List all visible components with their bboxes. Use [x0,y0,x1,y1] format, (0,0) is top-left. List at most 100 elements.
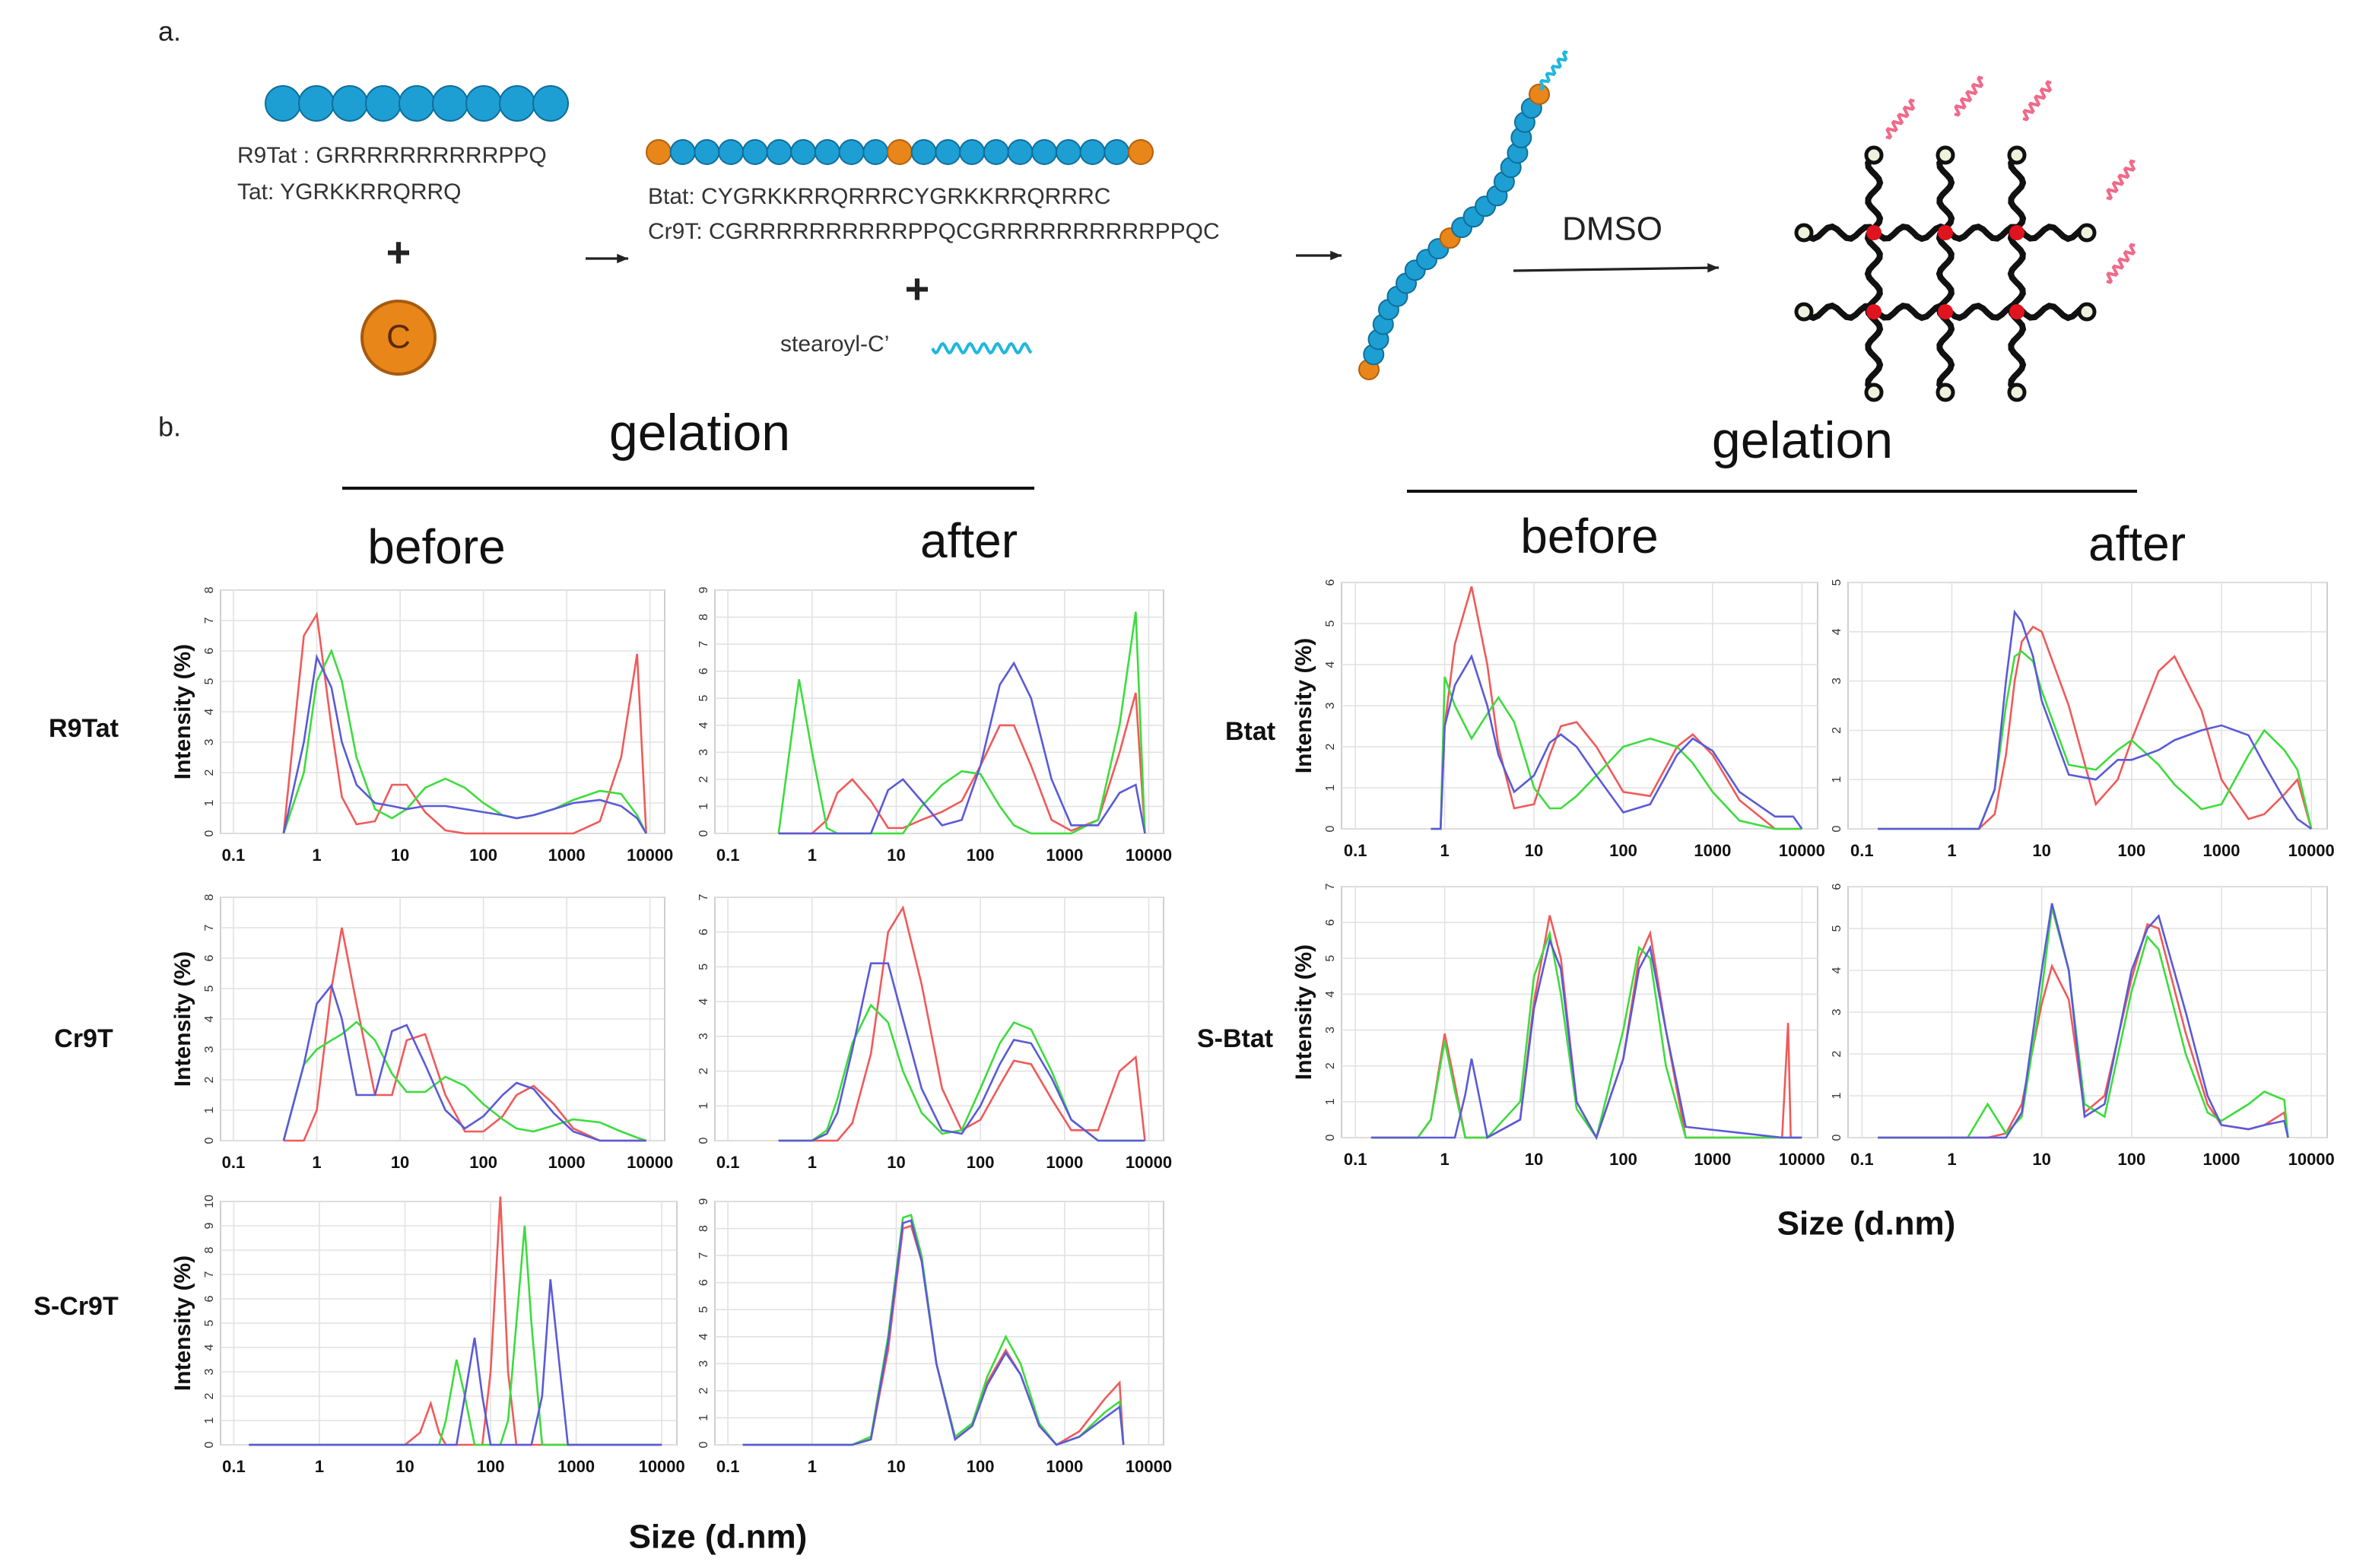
y-tick-label: 3 [203,1368,216,1375]
y-tick-label: 0 [203,830,216,836]
x-tick-label: 10000 [1779,841,1825,860]
y-tick-label: 3 [1324,702,1337,709]
y-tick-label: 3 [1831,1008,1843,1015]
x-tick-label: 1000 [548,846,586,865]
sequence: Cr9T: CGRRRRRRRRRRPPQCGRRRRRRRRRRPPQC [648,219,1220,244]
chain-end [1794,223,1814,243]
x-tick-label: 100 [2117,1150,2145,1169]
series-line [742,1214,1125,1446]
alkyl-chain [2106,159,2136,201]
panel-label: b. [158,411,181,443]
y-tick-label: 5 [697,963,710,970]
x-tick-label: 100 [967,846,995,865]
dls-chart: 0.1 1 10 100 1000 10000 0 1 2 3 4 5 6 7 8 9 [697,586,1172,864]
arrow-head [1330,250,1342,261]
y-tick-label: 4 [203,708,216,715]
dls-chart: 0.1 1 10 100 1000 10000 0 1 2 3 4 5 6 [1831,883,2335,1168]
x-tick-label: 1 [1440,1150,1449,1169]
y-tick-label: 4 [1831,628,1843,635]
x-tick-label: 10 [2032,1150,2050,1169]
y-tick-label: 0 [697,1441,710,1448]
x-tick-label: 1000 [1046,846,1083,865]
y-tick-label: 8 [203,1246,216,1253]
y-tick-label: 7 [203,924,216,931]
x-tick-label: 0.1 [1344,1150,1367,1169]
x-tick-label: 10000 [1126,846,1172,865]
alkyl-chain [1539,50,1568,90]
x-tick-label: 100 [967,1457,995,1476]
crosslink [2009,225,2024,240]
series-line [282,648,647,834]
label: DMSO [1562,211,1662,248]
y-tick-label: 0 [203,1441,216,1448]
dls-chart: 0.1 1 10 100 1000 10000 0 1 2 3 4 5 6 7 8 9 10 Intensity … [170,1195,685,1476]
c-bead [360,300,437,376]
bead [669,139,696,165]
x-tick-label: 10000 [639,1457,685,1476]
x-tick-label: 1000 [1046,1457,1083,1476]
chain-end [1936,145,1955,165]
row-label: S-Btat [1197,1024,1273,1053]
crosslink [1866,304,1882,319]
y-tick-label: 5 [697,1306,710,1313]
y-tick-label: 6 [697,928,710,935]
x-tick-label: 0.1 [716,846,740,865]
y-tick-label: 9 [203,1222,216,1229]
y-tick-label: 7 [1324,883,1337,890]
chain-end [1936,382,1955,402]
y-tick-label: 5 [1831,925,1843,932]
y-tick-label: 10 [203,1195,216,1208]
x-tick-label: 1 [1947,841,1956,860]
x-tick-label: 1000 [557,1457,595,1476]
c-bead-label: C [386,319,411,356]
arrow [1513,266,1720,272]
chain-end [2077,223,2097,243]
x-tick-label: 1 [808,846,817,865]
row-label: S-Cr9T [33,1292,119,1321]
x-tick-label: 1 [1440,841,1449,860]
y-tick-label: 0 [1831,825,1843,832]
x-tick-label: 10 [391,846,409,865]
dls-chart: 0.1 1 10 100 1000 10000 0 1 2 3 4 5 6 7 8 9 [697,1198,1172,1475]
column-title: before [1520,509,1658,563]
series-line [1878,903,2289,1139]
series-line [283,927,646,1142]
bead [332,85,368,122]
alkyl-chain [2022,80,2053,122]
chain-end [1864,145,1884,165]
y-axis-title: Intensity (%) [170,644,195,779]
y-tick-label: 8 [697,1225,710,1232]
alkyl-chain [1954,75,1984,117]
y-tick-label: 6 [1324,919,1337,926]
network-strand [2007,153,2027,395]
x-tick-label: 0.1 [1344,841,1367,860]
x-tick-label: 10000 [2288,841,2335,860]
series-line [1370,929,1802,1141]
y-tick-label: 4 [1324,991,1337,998]
y-axis-title: Intensity (%) [170,1255,195,1391]
y-tick-label: 1 [1324,1098,1337,1105]
bead [742,139,768,165]
plot-frame [714,897,1164,1141]
y-tick-label: 4 [697,998,710,1005]
y-tick-label: 1 [697,1103,710,1109]
y-tick-label: 0 [1831,1134,1843,1141]
x-tick-label: 10 [887,846,905,865]
series-line [778,661,1146,835]
y-tick-label: 5 [203,678,216,684]
series-line [1878,609,2312,830]
series-line [1878,650,2313,830]
y-tick-label: 2 [697,1068,710,1074]
y-tick-label: 2 [1324,743,1337,750]
series-line [249,1279,662,1446]
bead [910,139,937,165]
group-title: gelation [1712,411,1893,469]
y-tick-label: 4 [203,1015,216,1022]
y-tick-label: 3 [203,1046,216,1052]
plot-frame [1341,886,1818,1138]
y-tick-label: 3 [1324,1027,1337,1033]
bead [766,139,792,165]
series-line [778,692,1146,835]
x-tick-label: 10 [391,1153,409,1172]
